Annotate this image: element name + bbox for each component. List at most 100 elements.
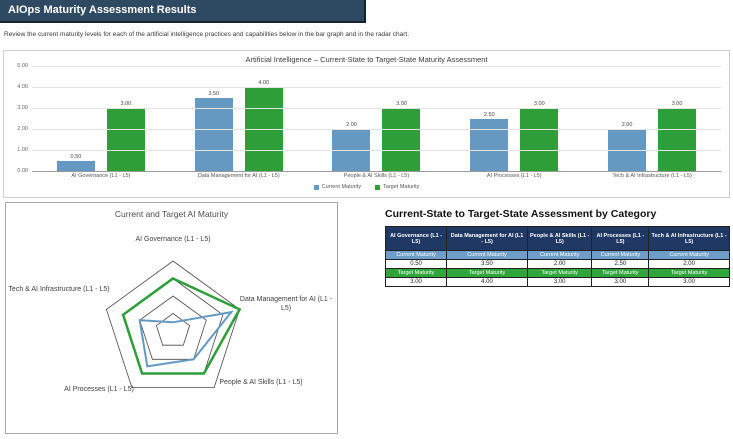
bar-value-label: 2.00 (621, 122, 633, 128)
y-axis-tick: 3.00 (17, 105, 28, 111)
series-value-cell: 3.00 (591, 277, 650, 287)
y-axis-tick: 0.00 (17, 168, 28, 174)
bar-group: 3.50 4.00 (170, 66, 308, 171)
series-label-cell: Current Maturity (384, 250, 448, 260)
bar-chart-legend: Current Maturity Target Maturity (4, 184, 729, 190)
bar-value-label: 3.00 (671, 101, 683, 107)
bar-column: 3.00 (658, 101, 697, 171)
radar-target-maturity-polygon (121, 277, 242, 375)
bar-value-label: 4.00 (258, 80, 270, 86)
bar-value-label: 3.00 (396, 101, 407, 107)
series-value-cell: 3.00 (526, 277, 593, 287)
y-axis-tick: 2.00 (17, 126, 28, 132)
bar-value-label: 2.00 (346, 122, 357, 128)
gridline: 0.00 (17, 168, 721, 174)
series-label-cell: Target Maturity (648, 268, 730, 278)
gridline: 5.00 (17, 63, 721, 69)
radar-current-maturity-polygon (138, 310, 234, 368)
gridline: 2.00 (17, 126, 721, 132)
table-series-value-row: 3.00 4.00 3.00 3.00 3.00 (384, 277, 730, 287)
series-label-cell: Target Maturity (446, 268, 528, 278)
table-series-label-row: Target Maturity Target Maturity Target Mat… (384, 268, 730, 278)
assessment-table-block: Current-State to Target-State Assessment… (384, 208, 730, 287)
bar-group: 0.50 3.00 (32, 66, 170, 171)
radar-axis-label: AI Governance (L1 - L5) (135, 236, 211, 243)
radar-axis-label: People & AI Skills (L1 - L5) (219, 379, 303, 386)
series-label-cell: Target Maturity (384, 268, 448, 278)
table-column-header: AI Processes (L1 - L5) (591, 226, 650, 251)
bar-column: 3.50 (194, 90, 233, 171)
radar-chart-title: Current and Target AI Maturity (114, 209, 229, 219)
radar-axis-label: AI Processes (L1 - L5) (64, 386, 134, 393)
radar-grid-ring (139, 295, 207, 360)
bar-groups: 0.50 3.00 3.50 4.00 2.00 3.00 2.50 3.00 2.00 3.00 (32, 66, 721, 171)
table-series-label-row: Current Maturity Current Maturity Current … (384, 250, 730, 260)
current-maturity-bar (56, 160, 95, 171)
assessment-table: AI Governance (L1 - L5) Data Management f… (384, 226, 730, 287)
bar-category-label: People & AI Skills (L1 - L5) (343, 173, 410, 179)
series-label-cell: Target Maturity (591, 268, 650, 278)
bar-value-label: 0.50 (70, 153, 82, 160)
bar-chart-title: Artificial Intelligence – Current-State … (245, 55, 488, 64)
table-column-header: AI Governance (L1 - L5) (384, 226, 448, 251)
series-value-cell: 4.00 (446, 277, 528, 287)
table-column-header: Tech & AI Infrastructure (L1 - L5) (648, 226, 730, 251)
series-value-cell: 2.50 (591, 259, 650, 269)
bar-category-label: Data Management for AI (L1 - L5) (197, 173, 280, 179)
series-value-cell: 2.00 (648, 259, 730, 269)
series-value-cell: 3.50 (446, 259, 528, 269)
gridline: 3.00 (17, 105, 721, 111)
target-maturity-bar (382, 108, 421, 171)
series-label-cell: Target Maturity (526, 268, 593, 278)
bar-column: 4.00 (244, 80, 283, 171)
y-axis-tick: 4.00 (17, 84, 28, 90)
bar-category-label: AI Processes (L1 - L5) (486, 173, 542, 179)
current-maturity-bar (470, 118, 509, 171)
assessment-table-title: Current-State to Target-State Assessment… (385, 208, 657, 220)
radar-chart-panel: Current and Target AI Maturity AI Govern… (5, 202, 338, 434)
bar-category-label: AI Governance (L1 - L5) (71, 173, 131, 179)
current-maturity-bar (194, 97, 233, 171)
series-value-cell: 2.00 (526, 259, 593, 269)
series-value-cell: 0.50 (384, 259, 448, 269)
gridline: 4.00 (17, 84, 721, 90)
series-value-cell: 3.00 (648, 277, 730, 287)
series-label-cell: Current Maturity (446, 250, 528, 260)
bar-column: 0.50 (56, 153, 95, 171)
target-maturity-bar (106, 108, 145, 171)
series-label-cell: Current Maturity (591, 250, 650, 260)
series-label-cell: Current Maturity (526, 250, 593, 260)
page-title-bar: AIOps Maturity Assessment Results (0, 0, 366, 23)
bar-chart-panel: Artificial Intelligence – Current-State … (3, 50, 730, 198)
y-axis-tick: 5.00 (17, 63, 28, 69)
table-series-value-row: 0.50 3.50 2.00 2.50 2.00 (384, 259, 730, 269)
legend-item: Current Maturity (313, 184, 361, 190)
page-title: AIOps Maturity Assessment Results (8, 4, 197, 16)
bar-group: 2.50 3.00 (445, 66, 583, 171)
radar-grid-ring (155, 313, 191, 346)
bar-group: 2.00 3.00 (308, 66, 446, 171)
legend-label: Target Maturity (383, 184, 420, 190)
bar-chart-category-axis: AI Governance (L1 - L5) Data Management f… (32, 173, 721, 179)
radar-axis-label: Data Management for AI (L1 - L5) (239, 296, 333, 312)
bar-value-label: 2.50 (483, 111, 495, 118)
y-axis-tick: 1.00 (17, 147, 28, 153)
series-value-cell: 3.00 (384, 277, 448, 287)
bar-value-label: 3.50 (208, 90, 220, 97)
radar-chart (105, 260, 242, 389)
bar-column: 3.00 (382, 101, 421, 171)
legend-item: Target Maturity (375, 184, 419, 190)
bar-column: 3.00 (106, 101, 145, 171)
bar-chart-plot-area: 0.50 3.00 3.50 4.00 2.00 3.00 2.50 3.00 2.00 3.00… (17, 63, 721, 174)
table-column-header: People & AI Skills (L1 - L5) (526, 226, 593, 251)
target-maturity-swatch (375, 184, 381, 190)
radar-axis-label: Tech & AI Infrastructure (L1 - L5) (8, 286, 110, 293)
series-label-cell: Current Maturity (648, 250, 730, 260)
gridline: 1.00 (17, 147, 721, 153)
bar-value-label: 3.00 (533, 101, 545, 107)
bar-category-label: Tech & AI Infrastructure (L1 - L5) (612, 173, 692, 179)
table-column-header: Data Management for AI (L1 - L5) (446, 226, 528, 251)
target-maturity-bar (520, 108, 559, 171)
current-maturity-swatch (313, 184, 319, 190)
